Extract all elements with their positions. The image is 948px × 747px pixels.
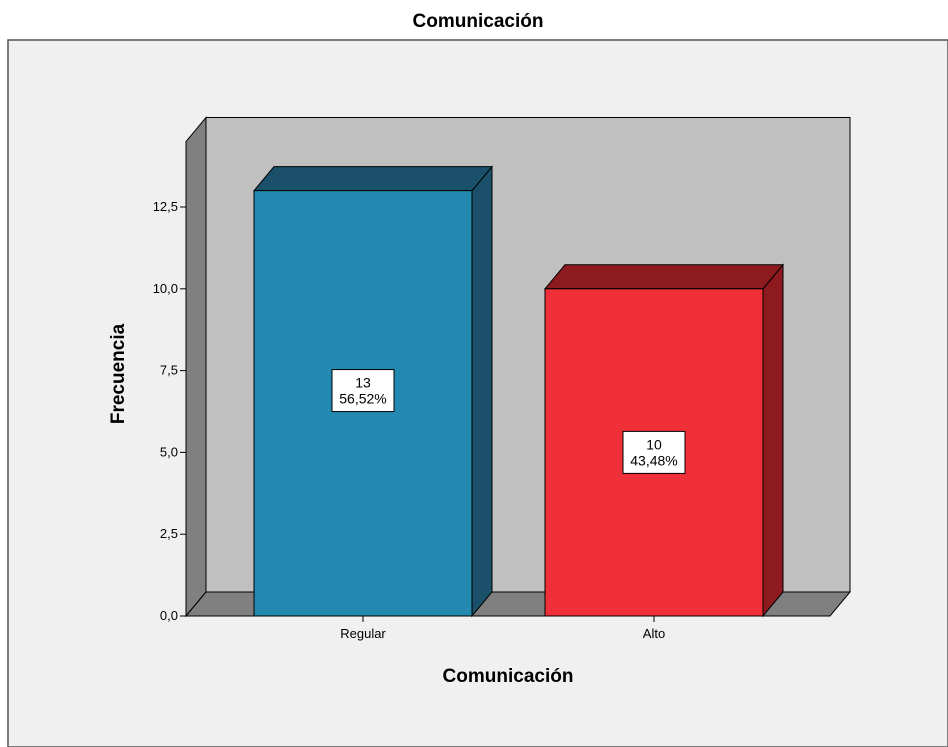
y-tick-label: 12,5 — [153, 199, 178, 214]
data-label-count: 10 — [646, 436, 662, 452]
chart-title: Comunicación — [413, 11, 544, 32]
x-axis-label: Comunicación — [443, 666, 574, 687]
data-label-count: 13 — [355, 375, 371, 391]
plot-left-wall — [186, 118, 206, 616]
data-label-percent: 43,48% — [630, 452, 677, 468]
bar-side — [472, 167, 492, 616]
x-tick-label: Regular — [340, 626, 386, 641]
y-tick-label: 0,0 — [160, 608, 178, 623]
y-tick-label: 2,5 — [160, 526, 178, 541]
data-label-percent: 56,52% — [339, 391, 386, 407]
y-tick-label: 5,0 — [160, 444, 178, 459]
x-tick-label: Alto — [643, 626, 665, 641]
bar-top — [254, 167, 492, 191]
y-tick-label: 10,0 — [153, 281, 178, 296]
bar-side — [763, 265, 783, 616]
y-tick-label: 7,5 — [160, 363, 178, 378]
y-axis-label: Frecuencia — [108, 323, 129, 424]
bar-top — [545, 265, 783, 289]
